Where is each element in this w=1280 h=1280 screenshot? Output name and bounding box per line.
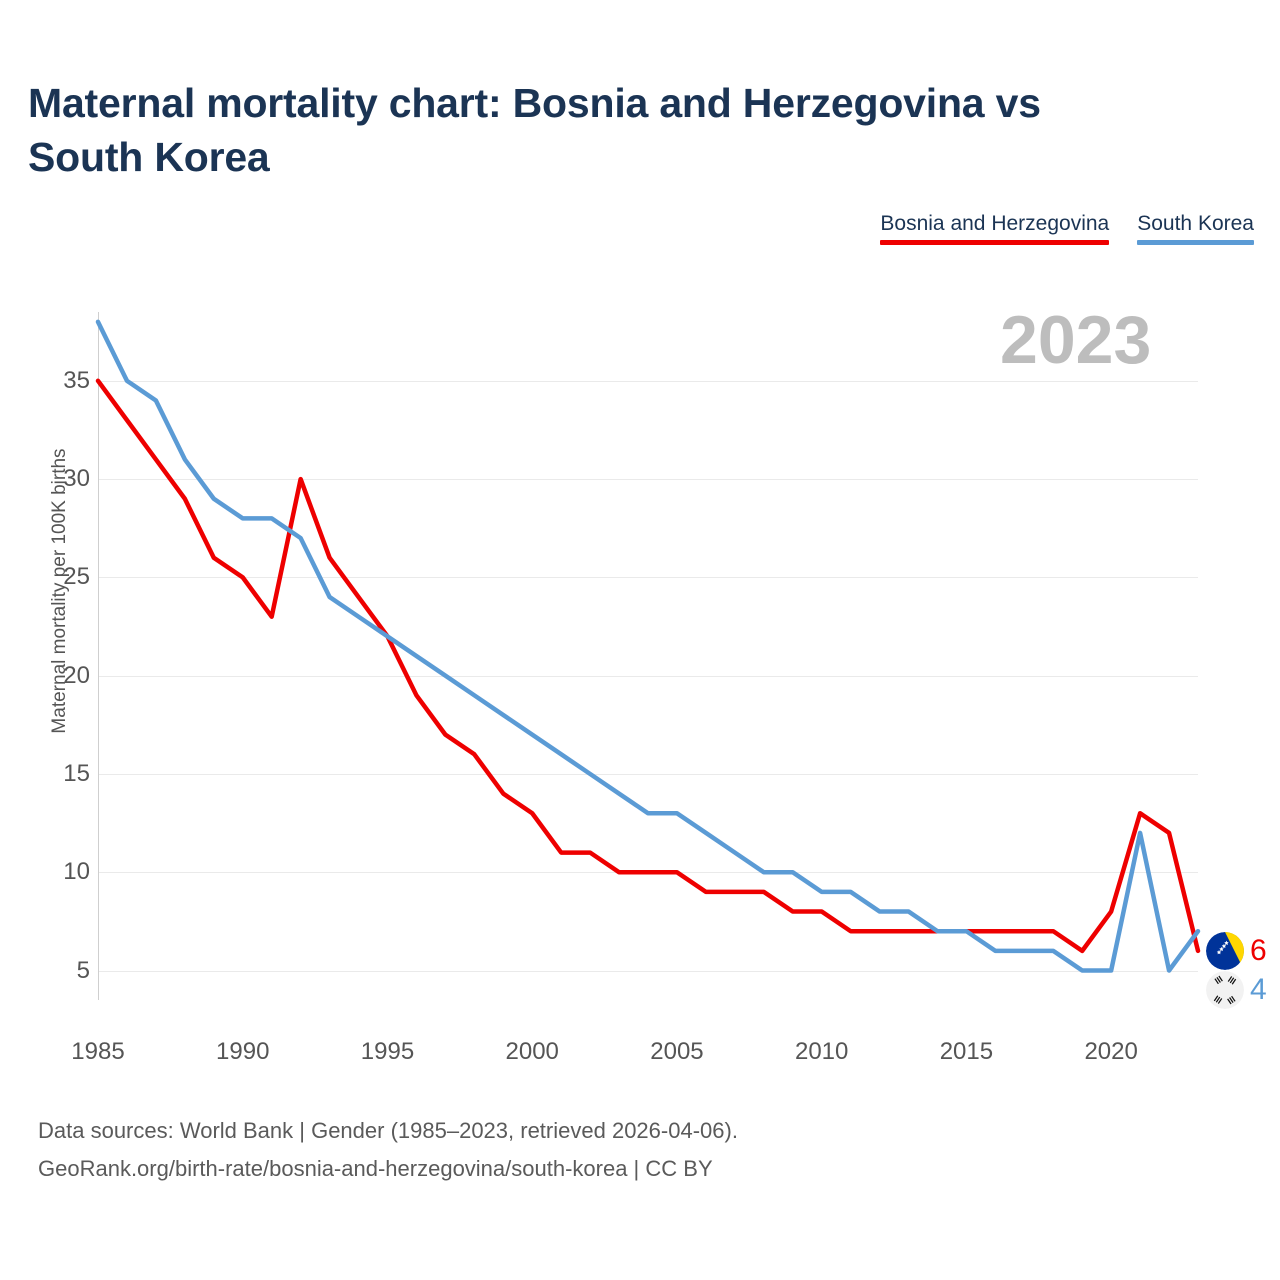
- x-tick-label: 1990: [216, 1038, 270, 1065]
- gridline: [98, 970, 1198, 972]
- end-value-south-korea: 4: [1250, 973, 1267, 1007]
- gridline: [98, 380, 1198, 382]
- legend-color-swatch-bosnia-and-herzegovina: [880, 239, 1110, 245]
- footer-data-sources: Data sources: World Bank | Gender (1985–…: [38, 1118, 738, 1143]
- end-label-bosnia-and-herzegovina: 6: [1206, 931, 1267, 970]
- end-value-bosnia-and-herzegovina: 6: [1250, 933, 1267, 967]
- y-tick-label: 5: [76, 956, 90, 984]
- gridline: [98, 479, 1198, 481]
- chart-legend: Bosnia and Herzegovina South Korea: [880, 212, 1254, 245]
- legend-item-south-korea[interactable]: South Korea: [1137, 212, 1254, 245]
- end-label-south-korea: 4: [1206, 971, 1267, 1010]
- legend-item-bosnia-and-herzegovina[interactable]: Bosnia and Herzegovina: [880, 212, 1110, 245]
- legend-label-bosnia-and-herzegovina: Bosnia and Herzegovina: [880, 212, 1110, 235]
- legend-label-south-korea: South Korea: [1137, 212, 1254, 235]
- gridline: [98, 773, 1198, 775]
- series-line-south-korea: [95, 319, 1201, 973]
- y-axis-line: [98, 312, 99, 1000]
- y-axis-ticks: 5 10 15 20 25 30 35: [20, 0, 90, 1280]
- y-tick-label: 35: [63, 366, 90, 394]
- x-tick-label: 2005: [650, 1038, 704, 1065]
- x-tick-label: 1995: [360, 1038, 415, 1065]
- gridline: [98, 675, 1198, 677]
- x-tick-label: 2015: [939, 1038, 994, 1065]
- y-tick-label: 30: [63, 465, 90, 493]
- y-tick-label: 20: [63, 661, 90, 689]
- chart-footer: Data sources: World Bank | Gender (1985–…: [38, 1112, 738, 1188]
- y-tick-label: 25: [63, 563, 90, 591]
- south-korea-flag-icon: [1206, 971, 1244, 1010]
- gridline: [98, 577, 1198, 579]
- x-tick-label: 2000: [505, 1038, 559, 1065]
- y-tick-label: 10: [63, 858, 90, 886]
- x-tick-label: 2010: [794, 1038, 849, 1065]
- x-tick-label: 2020: [1084, 1038, 1138, 1065]
- page-title: Maternal mortality chart: Bosnia and Her…: [28, 80, 1041, 181]
- bosnia-and-herzegovina-flag-icon: [1206, 931, 1244, 970]
- year-watermark: 2023: [1000, 302, 1152, 378]
- series-line-bosnia-and-herzegovina: [95, 378, 1201, 954]
- legend-color-swatch-south-korea: [1137, 239, 1254, 245]
- footer-attribution: GeoRank.org/birth-rate/bosnia-and-herzeg…: [38, 1155, 713, 1181]
- y-tick-label: 15: [63, 759, 90, 787]
- x-tick-label: 1985: [71, 1038, 125, 1065]
